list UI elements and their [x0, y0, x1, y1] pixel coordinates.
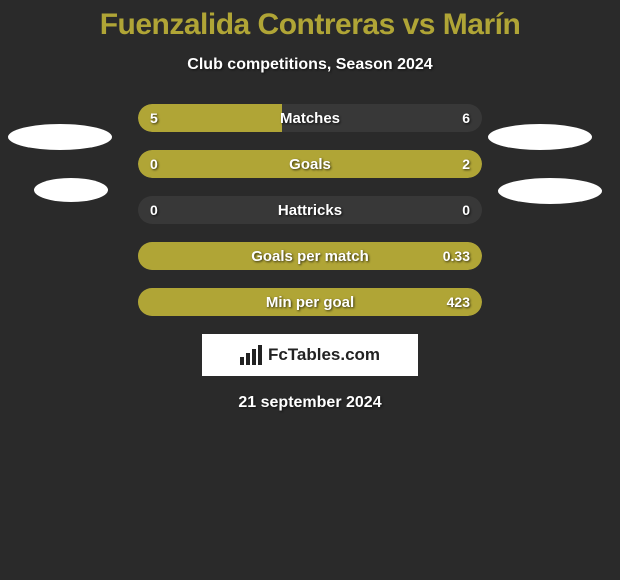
stat-row: Min per goal423 — [138, 288, 482, 316]
stat-label: Hattricks — [138, 196, 482, 224]
stat-value-right: 2 — [462, 150, 470, 178]
stat-row: 5Matches6 — [138, 104, 482, 132]
stat-row: Goals per match0.33 — [138, 242, 482, 270]
decorative-ellipse — [488, 124, 592, 150]
stat-label: Goals — [138, 150, 482, 178]
decorative-ellipse — [34, 178, 108, 202]
stat-row: 0Hattricks0 — [138, 196, 482, 224]
chart-icon — [240, 345, 262, 365]
decorative-ellipse — [498, 178, 602, 204]
stats-area: 5Matches60Goals20Hattricks0Goals per mat… — [0, 104, 620, 316]
badge-text: FcTables.com — [268, 345, 380, 365]
date-text: 21 september 2024 — [0, 394, 620, 412]
stat-row: 0Goals2 — [138, 150, 482, 178]
subtitle: Club competitions, Season 2024 — [0, 56, 620, 74]
stat-value-right: 0.33 — [443, 242, 470, 270]
stat-value-right: 423 — [447, 288, 470, 316]
source-badge: FcTables.com — [202, 334, 418, 376]
stat-label: Goals per match — [138, 242, 482, 270]
stat-label: Min per goal — [138, 288, 482, 316]
stat-value-right: 6 — [462, 104, 470, 132]
page-title: Fuenzalida Contreras vs Marín — [0, 8, 620, 42]
stat-label: Matches — [138, 104, 482, 132]
stat-value-right: 0 — [462, 196, 470, 224]
decorative-ellipse — [8, 124, 112, 150]
